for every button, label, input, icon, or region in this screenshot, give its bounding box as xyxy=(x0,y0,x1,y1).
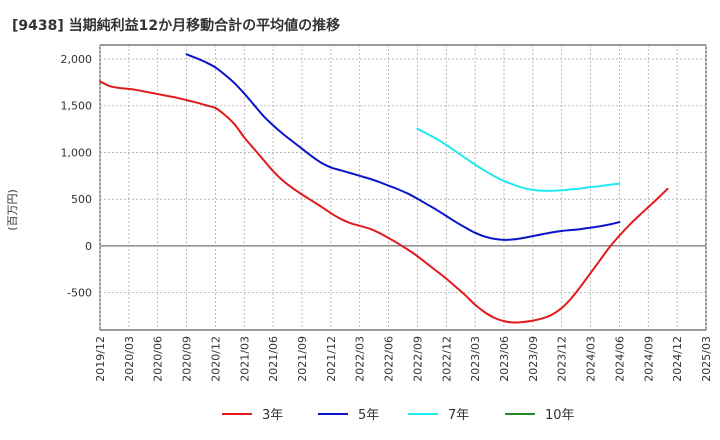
legend-label-0: 3年 xyxy=(262,408,283,423)
x-tick-label: 2023/06 xyxy=(498,336,511,382)
series-line-0 xyxy=(99,80,669,324)
plot-frame xyxy=(99,44,707,331)
y-tick-label: -500 xyxy=(67,287,92,300)
x-tick-label: 2021/03 xyxy=(238,336,251,382)
grid-lines xyxy=(99,45,707,330)
y-axis-label: (百万円) xyxy=(6,189,19,231)
legend: 3年 5年 7年 10年 xyxy=(222,408,575,423)
legend-label-3: 10年 xyxy=(545,408,575,423)
x-tick-label: 2023/12 xyxy=(556,336,569,382)
x-axis-ticks: 2019/12 2020/03 2020/06 2020/09 2020/12 2021/… xyxy=(94,336,713,382)
x-tick-label: 2020/03 xyxy=(123,336,136,382)
x-tick-label: 2024/03 xyxy=(585,336,598,382)
y-tick-label: 0 xyxy=(85,240,92,253)
legend-label-1: 5年 xyxy=(358,408,379,423)
y-tick-label: 1,000 xyxy=(61,146,93,159)
series-lines xyxy=(99,53,669,324)
y-axis-ticks: 2,000 1,500 1,000 500 0 -500 xyxy=(61,53,93,300)
series-line-1 xyxy=(185,53,621,241)
plot-area xyxy=(99,44,707,331)
x-tick-label: 2021/06 xyxy=(267,336,280,382)
x-tick-label: 2025/03 xyxy=(700,336,713,382)
x-tick-label: 2020/12 xyxy=(209,336,222,382)
x-tick-label: 2021/09 xyxy=(296,336,309,382)
x-tick-label: 2024/12 xyxy=(671,336,684,382)
x-tick-label: 2022/12 xyxy=(440,336,453,382)
x-tick-label: 2020/06 xyxy=(152,336,165,382)
x-tick-label: 2023/03 xyxy=(469,336,482,382)
series-line-2 xyxy=(416,127,621,192)
x-tick-label: 2022/06 xyxy=(383,336,396,382)
x-tick-label: 2024/09 xyxy=(642,336,655,382)
y-tick-label: 1,500 xyxy=(61,100,93,113)
legend-label-2: 7年 xyxy=(448,408,469,423)
x-tick-label: 2024/06 xyxy=(613,336,626,382)
x-tick-label: 2022/03 xyxy=(354,336,367,382)
chart-title: [9438] 当期純利益12か月移動合計の平均値の推移 xyxy=(12,17,340,34)
y-tick-label: 2,000 xyxy=(61,53,93,66)
x-tick-label: 2019/12 xyxy=(94,336,107,382)
x-tick-label: 2022/09 xyxy=(411,336,424,382)
x-tick-label: 2023/09 xyxy=(527,336,540,382)
x-tick-label: 2021/12 xyxy=(325,336,338,382)
y-tick-label: 500 xyxy=(71,193,92,206)
x-tick-label: 2020/09 xyxy=(181,336,194,382)
